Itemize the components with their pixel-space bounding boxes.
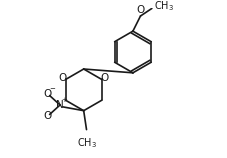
Text: O: O	[59, 73, 67, 83]
Text: −: −	[49, 86, 55, 92]
Text: O: O	[136, 5, 145, 15]
Text: CH$_3$: CH$_3$	[154, 0, 174, 13]
Text: +: +	[61, 97, 67, 103]
Text: CH$_3$: CH$_3$	[76, 136, 96, 150]
Text: O: O	[100, 73, 109, 83]
Text: O: O	[44, 111, 52, 121]
Text: N: N	[56, 100, 64, 110]
Text: O: O	[44, 89, 52, 99]
